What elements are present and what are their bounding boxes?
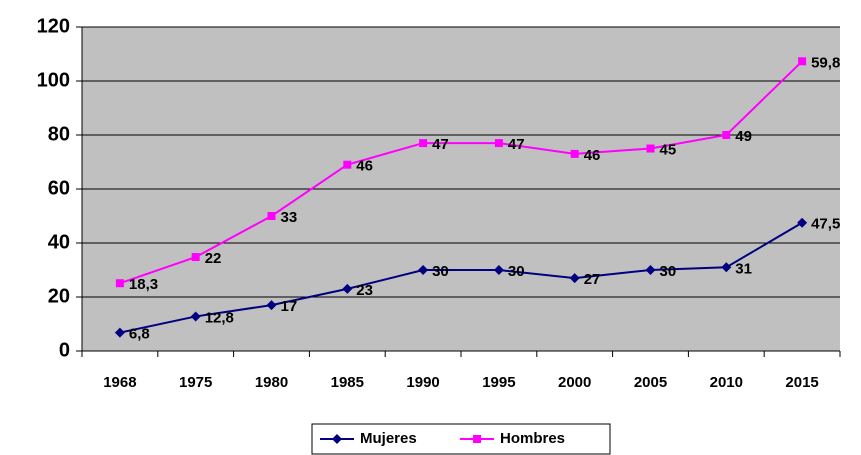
point bbox=[190, 311, 201, 322]
point bbox=[493, 265, 504, 275]
data-label: 12,8 bbox=[205, 309, 234, 326]
x-tick-label: 1990 bbox=[406, 374, 439, 391]
point bbox=[332, 434, 342, 444]
x-tick-label: 2000 bbox=[558, 374, 591, 391]
point bbox=[798, 57, 807, 66]
y-tick-label: 100 bbox=[37, 69, 70, 91]
x-tick-label: 1985 bbox=[331, 374, 364, 391]
point bbox=[419, 139, 428, 148]
data-label: 27 bbox=[584, 271, 601, 288]
point bbox=[722, 131, 731, 139]
point bbox=[267, 212, 276, 220]
x-tick-label: 1980 bbox=[255, 374, 288, 391]
point bbox=[115, 279, 124, 288]
point bbox=[191, 253, 200, 262]
y-tick-label: 20 bbox=[48, 285, 70, 307]
y-tick-label: 0 bbox=[59, 339, 70, 361]
data-label: 59,8 bbox=[811, 54, 840, 71]
data-label: 46 bbox=[584, 147, 601, 164]
legend-label: Mujeres bbox=[360, 430, 417, 447]
data-label: 17 bbox=[281, 298, 298, 315]
x-tick-label: 2010 bbox=[710, 374, 743, 391]
data-label: 47 bbox=[508, 136, 525, 153]
x-tick-label: 2015 bbox=[785, 374, 818, 391]
x-tick-label: 1975 bbox=[179, 374, 212, 391]
data-label: 30 bbox=[432, 263, 449, 280]
point bbox=[494, 139, 503, 148]
x-tick-label: 1995 bbox=[482, 374, 515, 391]
data-label: 49 bbox=[735, 128, 752, 145]
y-tick-label: 40 bbox=[48, 231, 70, 253]
point bbox=[797, 217, 808, 228]
data-label: 47,5 bbox=[811, 216, 840, 233]
data-label: 30 bbox=[660, 263, 677, 280]
data-label: 31 bbox=[735, 260, 752, 277]
data-label: 23 bbox=[356, 282, 373, 299]
x-tick-label: 1968 bbox=[103, 374, 136, 391]
point bbox=[569, 273, 580, 284]
y-tick-label: 120 bbox=[37, 15, 70, 37]
data-label: 47 bbox=[432, 136, 449, 153]
point bbox=[114, 327, 125, 338]
x-tick-label: 2005 bbox=[634, 374, 667, 391]
point bbox=[342, 283, 353, 294]
data-label: 45 bbox=[660, 141, 677, 158]
legend-label: Hombres bbox=[500, 430, 565, 447]
data-label: 18,3 bbox=[129, 276, 158, 293]
data-label: 46 bbox=[356, 158, 373, 175]
series-line bbox=[119, 221, 803, 334]
point bbox=[721, 262, 732, 273]
series-line bbox=[119, 60, 803, 285]
point bbox=[418, 265, 429, 275]
point bbox=[646, 144, 655, 153]
point bbox=[343, 160, 352, 169]
data-label: 6,8 bbox=[129, 326, 150, 343]
point bbox=[570, 149, 579, 158]
data-label: 22 bbox=[205, 250, 222, 267]
y-tick-label: 80 bbox=[48, 123, 70, 145]
point bbox=[473, 435, 481, 443]
data-label: 30 bbox=[508, 263, 525, 280]
point bbox=[266, 300, 277, 311]
point bbox=[645, 265, 656, 275]
data-label: 33 bbox=[281, 209, 298, 226]
y-tick-label: 60 bbox=[48, 177, 70, 199]
